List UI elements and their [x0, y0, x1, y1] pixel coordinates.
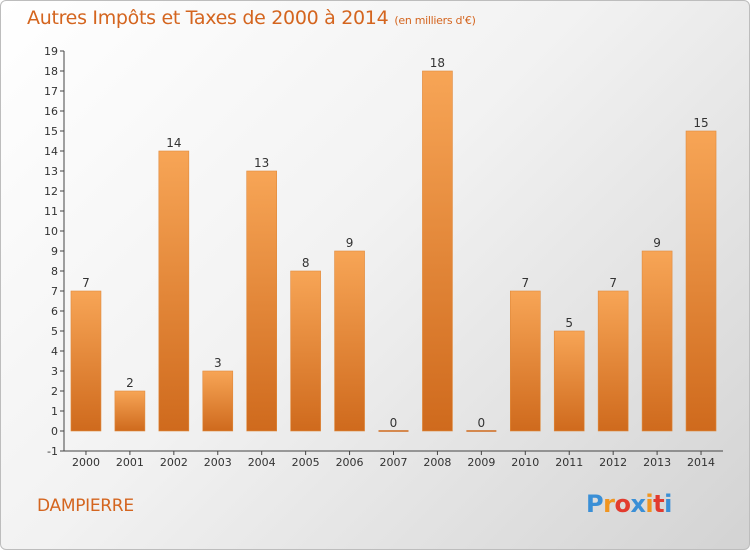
- bar: [422, 71, 452, 431]
- y-tick-label: 3: [51, 365, 58, 378]
- x-tick-label: 2006: [336, 456, 364, 469]
- x-tick-label: 2003: [204, 456, 232, 469]
- bar: [291, 271, 321, 431]
- bar: [203, 371, 233, 431]
- bar: [247, 171, 277, 431]
- x-tick-label: 2009: [467, 456, 495, 469]
- y-tick-label: 16: [44, 105, 58, 118]
- y-tick-label: 19: [44, 45, 58, 58]
- y-tick-label: 6: [51, 305, 58, 318]
- logo-letter: x: [630, 490, 645, 518]
- data-label: 9: [346, 236, 354, 250]
- bar: [335, 251, 365, 431]
- y-tick-label: 10: [44, 225, 58, 238]
- x-tick-label: 2014: [687, 456, 715, 469]
- data-label: 2: [126, 376, 134, 390]
- y-tick-label: 14: [44, 145, 58, 158]
- data-label: 18: [430, 56, 445, 70]
- data-label: 5: [565, 316, 573, 330]
- bar: [554, 331, 584, 431]
- x-tick-label: 2013: [643, 456, 671, 469]
- x-tick-label: 2004: [248, 456, 276, 469]
- data-label: 8: [302, 256, 310, 270]
- y-tick-label: 7: [51, 285, 58, 298]
- y-tick-label: 18: [44, 65, 58, 78]
- bar: [642, 251, 672, 431]
- x-tick-label: 2002: [160, 456, 188, 469]
- bar: [159, 151, 189, 431]
- y-tick-label: 11: [44, 205, 58, 218]
- logo-letter: P: [586, 490, 603, 518]
- bar: [510, 291, 540, 431]
- y-tick-label: 13: [44, 165, 58, 178]
- data-label: 0: [478, 416, 486, 430]
- x-tick-label: 2007: [380, 456, 408, 469]
- y-tick-label: 2: [51, 385, 58, 398]
- data-label: 13: [254, 156, 269, 170]
- logo-letter: o: [614, 490, 630, 518]
- y-tick-label: 17: [44, 85, 58, 98]
- x-tick-label: 2011: [555, 456, 583, 469]
- y-tick-label: 0: [51, 425, 58, 438]
- y-tick-label: 15: [44, 125, 58, 138]
- data-label: 15: [693, 116, 708, 130]
- logo-letter: t: [653, 490, 664, 518]
- data-label: 3: [214, 356, 222, 370]
- x-tick-label: 2000: [72, 456, 100, 469]
- data-label: 7: [521, 276, 529, 290]
- y-tick-label: 12: [44, 185, 58, 198]
- bar: [115, 391, 145, 431]
- y-tick-label: 9: [51, 245, 58, 258]
- x-tick-label: 2012: [599, 456, 627, 469]
- proxiti-logo[interactable]: Proxiti: [586, 490, 672, 518]
- bar: [71, 291, 101, 431]
- logo-letter: r: [603, 490, 614, 518]
- bar: [686, 131, 716, 431]
- logo-letter: i: [664, 490, 672, 518]
- y-tick-label: 1: [51, 405, 58, 418]
- logo-letter: i: [645, 490, 653, 518]
- data-label: 0: [390, 416, 398, 430]
- y-tick-label: -1: [47, 445, 58, 458]
- data-label: 7: [609, 276, 617, 290]
- x-tick-label: 2005: [292, 456, 320, 469]
- data-label: 7: [82, 276, 90, 290]
- commune-name: DAMPIERRE: [37, 496, 134, 516]
- y-tick-label: 4: [51, 345, 58, 358]
- x-tick-label: 2001: [116, 456, 144, 469]
- y-tick-label: 5: [51, 325, 58, 338]
- data-label: 9: [653, 236, 661, 250]
- bar: [598, 291, 628, 431]
- x-tick-label: 2010: [511, 456, 539, 469]
- y-tick-label: 8: [51, 265, 58, 278]
- x-tick-label: 2008: [423, 456, 451, 469]
- data-label: 14: [166, 136, 181, 150]
